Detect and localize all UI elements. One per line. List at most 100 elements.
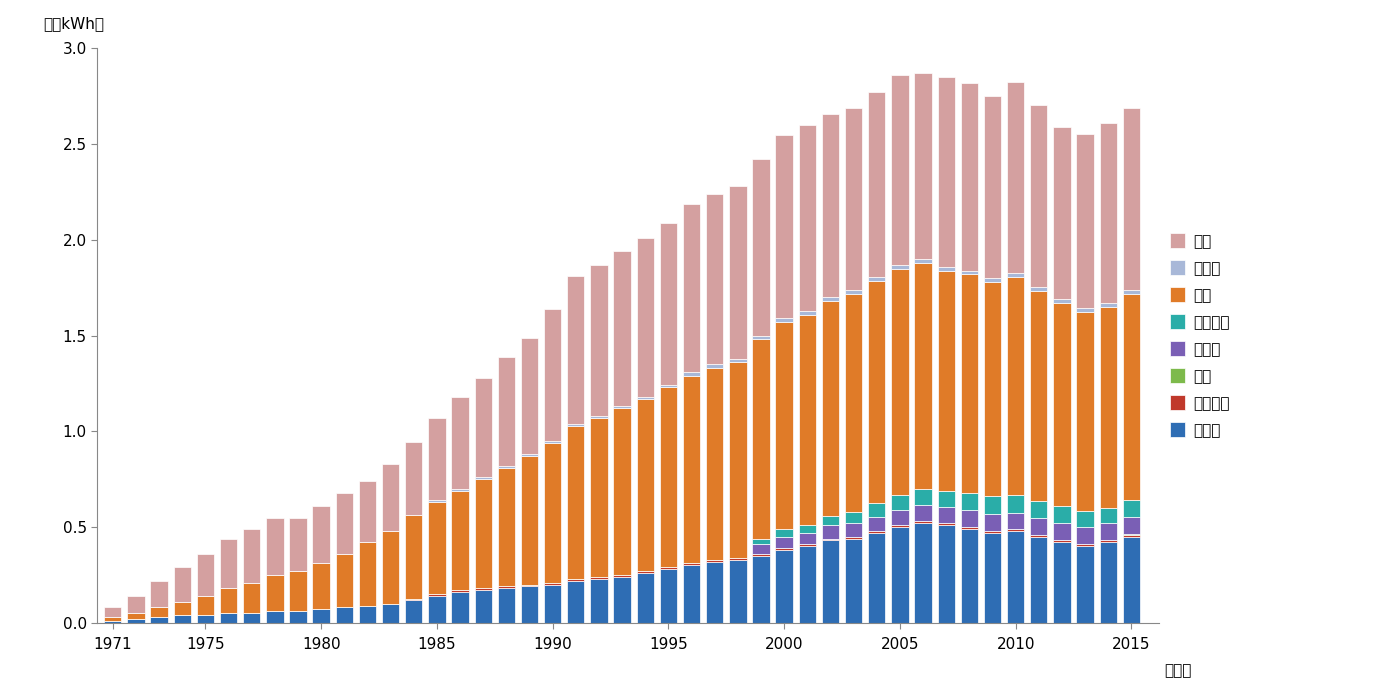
Bar <box>845 293 862 512</box>
Bar <box>359 481 377 543</box>
Bar <box>845 537 862 538</box>
Bar <box>150 617 168 623</box>
Bar <box>891 510 908 525</box>
Bar <box>498 468 515 586</box>
Bar <box>104 617 121 621</box>
Bar <box>799 545 816 546</box>
Bar <box>1123 293 1140 500</box>
Bar <box>984 513 1002 531</box>
Bar <box>451 590 469 592</box>
Bar <box>960 274 978 493</box>
Bar <box>707 364 723 368</box>
Bar <box>1029 501 1047 518</box>
Bar <box>591 579 607 623</box>
Bar <box>752 554 770 556</box>
Bar <box>1123 290 1140 293</box>
Bar <box>1100 303 1116 307</box>
Bar <box>498 588 515 623</box>
Bar <box>707 561 723 623</box>
Bar <box>1053 543 1071 623</box>
Bar <box>498 466 515 468</box>
Bar <box>1100 123 1116 303</box>
Bar <box>752 159 770 336</box>
Bar <box>266 575 283 611</box>
Bar <box>335 554 353 608</box>
Bar <box>359 543 377 606</box>
Bar <box>1123 534 1140 535</box>
Bar <box>915 523 932 623</box>
Bar <box>868 281 886 503</box>
Bar <box>891 525 908 527</box>
Bar <box>799 125 816 311</box>
Bar <box>1053 127 1071 299</box>
Bar <box>660 385 678 388</box>
Bar <box>845 108 862 290</box>
Bar <box>683 203 700 372</box>
Bar <box>614 251 631 406</box>
Bar <box>567 581 585 623</box>
Bar <box>845 290 862 293</box>
Bar <box>359 606 377 623</box>
Bar <box>1123 535 1140 537</box>
Bar <box>752 538 770 545</box>
Bar <box>1076 546 1094 623</box>
Bar <box>382 464 399 531</box>
Bar <box>406 600 422 623</box>
Bar <box>960 527 978 529</box>
Bar <box>821 113 839 298</box>
Bar <box>243 613 261 623</box>
Bar <box>197 615 214 623</box>
Bar <box>498 586 515 588</box>
Bar <box>660 570 678 623</box>
Bar <box>544 441 562 443</box>
Bar <box>984 533 1002 623</box>
Bar <box>614 406 631 408</box>
Bar <box>937 77 955 266</box>
Bar <box>1053 506 1071 523</box>
Bar <box>960 271 978 274</box>
Bar <box>1029 535 1047 537</box>
Bar <box>752 556 770 623</box>
Bar <box>520 338 538 455</box>
Bar <box>335 608 353 623</box>
Bar <box>451 592 469 623</box>
Bar <box>219 538 237 588</box>
Bar <box>915 505 932 521</box>
Bar <box>567 276 585 424</box>
Bar <box>729 363 747 558</box>
Bar <box>683 376 700 563</box>
Bar <box>197 596 214 615</box>
Bar <box>1076 527 1094 545</box>
Bar <box>752 336 770 340</box>
Bar <box>915 259 932 263</box>
Bar <box>312 610 330 623</box>
Bar <box>614 575 631 577</box>
Bar <box>1007 495 1024 513</box>
Bar <box>520 456 538 585</box>
Bar <box>290 518 306 571</box>
Bar <box>891 265 908 268</box>
Bar <box>567 424 585 426</box>
Bar <box>104 621 121 623</box>
Bar <box>1007 531 1024 623</box>
Bar <box>821 301 839 516</box>
Bar <box>127 613 145 619</box>
Bar <box>729 186 747 358</box>
Bar <box>428 500 446 502</box>
Bar <box>614 577 631 623</box>
Bar <box>591 416 607 418</box>
Bar <box>197 554 214 596</box>
Bar <box>104 608 121 617</box>
Bar <box>891 495 908 510</box>
Bar <box>707 560 723 561</box>
Bar <box>799 533 816 545</box>
Bar <box>1100 523 1116 540</box>
Bar <box>1076 545 1094 546</box>
Bar <box>591 577 607 579</box>
Bar <box>1100 307 1116 508</box>
Bar <box>591 265 607 416</box>
Bar <box>683 372 700 376</box>
Bar <box>776 529 793 537</box>
Bar <box>1123 500 1140 516</box>
Bar <box>776 550 793 623</box>
